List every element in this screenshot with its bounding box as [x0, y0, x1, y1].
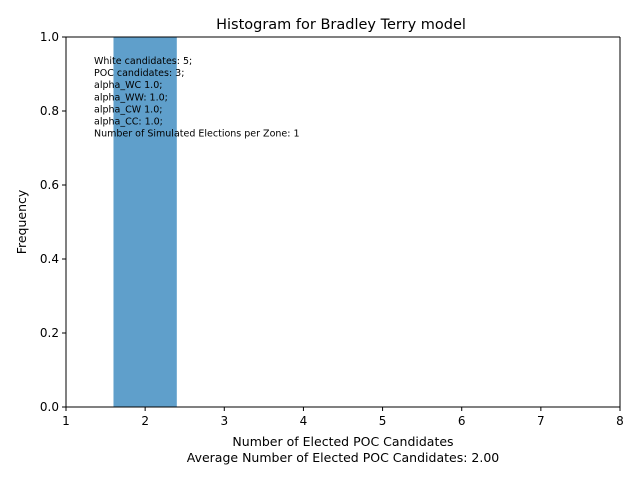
y-axis-ticks: 0.0 0.2 0.4 0.6 0.8 1.0 [40, 30, 66, 414]
x-tick-label: 6 [458, 414, 466, 428]
y-tick-label: 0.8 [40, 104, 59, 118]
x-tick-label: 2 [141, 414, 149, 428]
x-axis-label: Number of Elected POC Candidates [232, 434, 453, 449]
y-tick-label: 0.0 [40, 400, 59, 414]
x-tick-label: 7 [537, 414, 545, 428]
chart-title: Histogram for Bradley Terry model [216, 17, 466, 33]
x-tick-label: 3 [220, 414, 228, 428]
histogram-bar [113, 37, 177, 407]
x-tick-label: 1 [62, 414, 70, 428]
x-axis-sublabel: Average Number of Elected POC Candidates… [187, 450, 500, 465]
annotation-box: White candidates: 5;POC candidates: 3;al… [94, 56, 300, 140]
x-tick-label: 5 [379, 414, 387, 428]
annotation-line: alpha_CW 1.0; [94, 104, 162, 115]
y-axis-label: Frequency [14, 189, 29, 254]
annotation-line: White candidates: 5; [94, 56, 192, 67]
y-tick-label: 0.2 [40, 326, 59, 340]
annotation-line: alpha_WC 1.0; [94, 80, 162, 91]
annotation-line: POC candidates: 3; [94, 68, 184, 79]
annotation-line: alpha_WW: 1.0; [94, 92, 168, 103]
axes-frame [65, 36, 621, 408]
y-tick-label: 0.4 [40, 252, 59, 266]
y-tick-label: 1.0 [40, 30, 59, 44]
annotation-line: alpha_CC: 1.0; [94, 117, 163, 128]
x-tick-label: 4 [300, 414, 308, 428]
x-axis-ticks: 1 2 3 4 5 6 7 8 [62, 407, 624, 428]
x-tick-label: 8 [616, 414, 624, 428]
y-tick-label: 0.6 [40, 178, 59, 192]
bars-layer [113, 37, 177, 407]
annotation-line: Number of Simulated Elections per Zone: … [94, 129, 300, 140]
